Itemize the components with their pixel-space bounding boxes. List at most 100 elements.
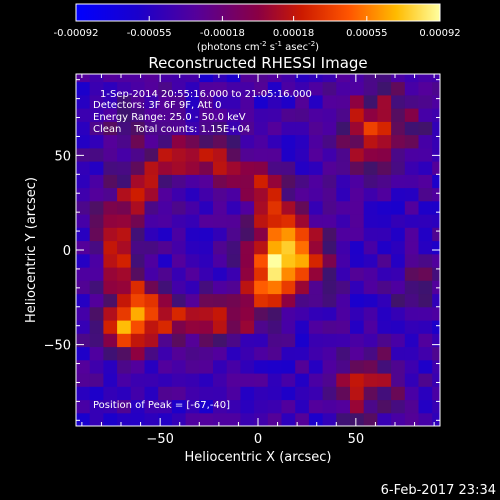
heatmap-cell (404, 280, 420, 295)
heatmap-cell (336, 306, 351, 321)
x-tick-label: 50 (348, 432, 365, 447)
heatmap-cell (254, 399, 269, 414)
heatmap-cell (418, 412, 433, 426)
heatmap-cell (103, 267, 118, 281)
heatmap-cell (432, 280, 440, 295)
heatmap-cell (363, 227, 378, 242)
heatmap-cell (144, 346, 159, 361)
heatmap-cell (432, 134, 440, 149)
heatmap-cell (322, 81, 337, 96)
heatmap-cell (76, 320, 91, 334)
heatmap-cell (295, 412, 310, 426)
heatmap-cell (103, 174, 118, 189)
heatmap-cell (377, 346, 392, 361)
heatmap-cell (432, 359, 440, 374)
heatmap-cell (281, 280, 296, 295)
heatmap-cell (171, 94, 187, 109)
heatmap-cell (226, 359, 241, 374)
heatmap-cell (240, 134, 255, 149)
heatmap-cell (76, 240, 91, 255)
heatmap-cell (404, 253, 420, 268)
heatmap-cell (432, 121, 440, 136)
heatmap-cell (254, 280, 269, 295)
heatmap-cell (199, 134, 214, 149)
heatmap-cell (171, 320, 187, 334)
heatmap-cell (171, 280, 187, 295)
heatmap-cell (103, 293, 118, 308)
heatmap-cell (391, 81, 406, 96)
heatmap-cell (213, 412, 228, 426)
heatmap-cell (391, 134, 406, 149)
heatmap-cell (432, 174, 440, 189)
heatmap-cell (336, 134, 351, 149)
heatmap-cell (281, 134, 296, 149)
heatmap-cell (76, 386, 91, 401)
heatmap-cell (171, 306, 187, 321)
heatmap-cell (281, 121, 296, 136)
heatmap-cell (240, 306, 255, 321)
heatmap-cell (418, 293, 433, 308)
heatmap-cell (363, 200, 378, 215)
heatmap-cell (199, 74, 214, 83)
heatmap-cell (76, 214, 91, 228)
colorbar-tick-label: -0.00055 (127, 28, 172, 39)
heatmap-cell (226, 306, 241, 321)
heatmap-cell (144, 320, 159, 334)
heatmap-cell (158, 74, 173, 83)
heatmap-cell (404, 333, 420, 348)
x-axis-ticks: −50 0 50 (81, 74, 435, 447)
heatmap-cell (432, 267, 440, 281)
heatmap-cell (377, 214, 392, 228)
heatmap-cell (281, 267, 296, 281)
heatmap-cell (226, 187, 241, 202)
heatmap-cell (267, 386, 283, 401)
heatmap-cell (377, 306, 392, 321)
heatmap-cell (281, 227, 296, 242)
heatmap-cell (350, 121, 365, 136)
heatmap-cell (213, 267, 228, 281)
heatmap-cell (350, 253, 365, 268)
heatmap-cell (308, 267, 324, 281)
heatmap-cell (130, 200, 146, 215)
heatmap-cell (418, 134, 433, 149)
heatmap-cell (322, 306, 337, 321)
heatmap-cell (308, 306, 324, 321)
colorbar-tick-label: 0.00092 (419, 28, 460, 39)
heatmap-cell (254, 306, 269, 321)
heatmap-cell (254, 412, 269, 426)
heatmap-cell (130, 346, 146, 361)
heatmap-cell (130, 161, 146, 175)
heatmap-cell (130, 108, 146, 122)
heatmap-cell (322, 253, 337, 268)
heatmap-cell (76, 174, 91, 189)
heatmap-cell (254, 386, 269, 401)
heatmap-cell (76, 108, 91, 122)
heatmap-cell (254, 121, 269, 136)
heatmap-cell (254, 187, 269, 202)
heatmap-cell (336, 399, 351, 414)
heatmap-cell (171, 240, 187, 255)
heatmap-cell (171, 200, 187, 215)
heatmap-cell (89, 81, 104, 96)
heatmap-cell (377, 399, 392, 414)
heatmap-cell (171, 81, 187, 96)
heatmap-cell (322, 187, 337, 202)
heatmap-cell (281, 108, 296, 122)
heatmap-cell (103, 94, 118, 109)
heatmap-cell (404, 81, 420, 96)
heatmap-cell (404, 227, 420, 242)
heatmap-cell (308, 74, 324, 83)
heatmap-cell (295, 346, 310, 361)
heatmap-cell (432, 214, 440, 228)
heatmap-cell (171, 187, 187, 202)
heatmap-cell (350, 306, 365, 321)
heatmap-cell (76, 253, 91, 268)
heatmap-cell (130, 386, 146, 401)
heatmap-cell (158, 200, 173, 215)
heatmap-cell (432, 293, 440, 308)
heatmap-cell (171, 108, 187, 122)
heatmap-cell (185, 147, 200, 162)
heatmap-cell (117, 359, 132, 374)
heatmap-cell (171, 412, 187, 426)
